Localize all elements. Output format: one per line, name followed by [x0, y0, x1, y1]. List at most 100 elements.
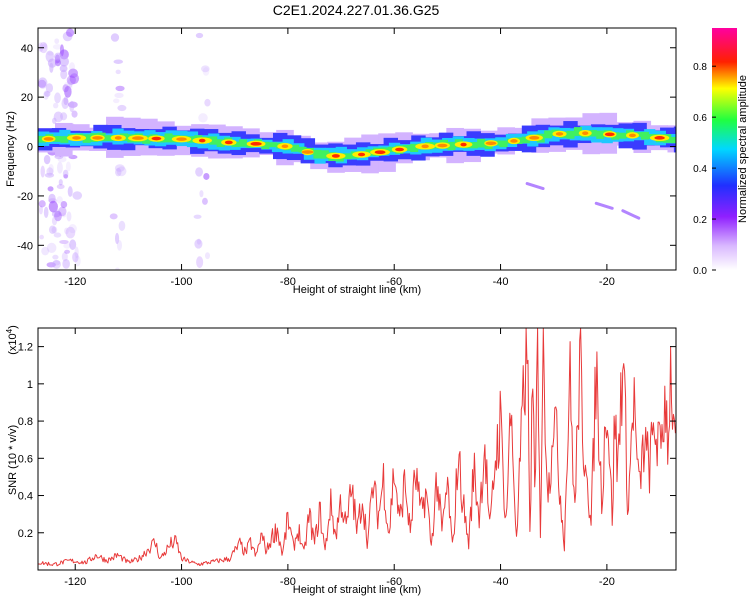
spectrogram-noise-blob	[110, 33, 120, 42]
spectrogram-noise-blob	[69, 100, 75, 113]
spectrogram-noise-blob	[66, 75, 76, 85]
spectrogram-noise-blob	[60, 69, 68, 80]
snr-y-tick-label: 0.2	[18, 528, 33, 540]
spectrogram-ridge-cell	[298, 146, 307, 153]
spectrogram-noise-blob	[47, 51, 55, 56]
spectrogram-noise-blob	[43, 154, 51, 165]
spectrogram-noise-blob	[54, 38, 60, 44]
spectrogram-noise-blob	[54, 92, 61, 104]
spectrogram-noise-blob	[52, 260, 61, 266]
spectrogram-noise-blob	[199, 190, 204, 198]
spectrogram-noise-blob	[64, 249, 71, 254]
spectrogram-noise-blob	[205, 252, 210, 260]
spectrogram-noise-layer	[38, 28, 211, 270]
spectrogram-noise-blob	[202, 197, 208, 205]
spectrogram-noise-blob	[69, 73, 80, 85]
spectrogram-noise-blob	[40, 165, 45, 178]
spectrogram-noise-blob	[48, 200, 58, 213]
spectrogram-noise-blob	[68, 68, 78, 78]
spectrogram-ridge-peak-core	[250, 142, 262, 146]
spectrogram-noise-blob	[59, 239, 69, 244]
snr-frame	[37, 327, 677, 571]
snr-series-line	[38, 328, 676, 567]
spectrogram-noise-blob	[193, 214, 202, 219]
spectrogram-ridge-cell	[640, 131, 649, 140]
colorbar-label: Normalized spectral amplitude	[737, 75, 749, 223]
spectrogram-noise-blob	[51, 226, 58, 234]
spectrogram-side-trace	[525, 182, 545, 191]
spectrogram-ridge-cell	[320, 150, 329, 159]
snr-scale-base: (x10	[7, 333, 19, 354]
spectrogram-noise-blob	[60, 112, 68, 121]
spectrogram-ridge-cell	[82, 134, 91, 143]
spectrogram-ridge-cell	[104, 135, 114, 142]
spectrogram-ridge-peak-core	[281, 144, 289, 149]
spectrogram-ridge-peak-core	[604, 132, 615, 137]
spectrogram-ridge-peak-core	[460, 142, 467, 147]
spectrogram-x-tick-label: -120	[64, 276, 86, 288]
spectrogram-ridge-cell	[261, 141, 270, 150]
spectrogram-noise-blob	[43, 90, 49, 100]
spectrogram-noise-blob	[54, 58, 61, 67]
spectrogram-noise-blob	[196, 238, 202, 245]
spectrogram-noise-blob	[53, 232, 62, 238]
spectrogram-ridge-peak-core	[43, 137, 54, 141]
spectrogram-noise-blob	[116, 166, 127, 177]
spectrogram-noise-blob	[52, 117, 57, 124]
spectrogram-noise-blob	[115, 85, 125, 92]
snr-x-tick-label: -80	[280, 576, 296, 588]
spectrogram-ridge-cell	[588, 130, 597, 137]
spectrogram-noise-blob	[194, 239, 203, 249]
spectrogram-ridge-cell	[238, 139, 248, 147]
spectrogram-noise-blob	[204, 98, 211, 107]
spectrogram-ridge-cell	[469, 142, 478, 149]
snr-x-label: Height of straight line (km)	[293, 584, 421, 596]
spectrogram-noise-blob	[72, 191, 83, 200]
spectrogram-ridge-cell	[618, 132, 627, 139]
spectrogram-x-label: Height of straight line (km)	[293, 284, 421, 296]
spectrogram-noise-blob	[64, 85, 72, 98]
spectrogram-noise-blob	[117, 104, 127, 112]
spectrogram-noise-blob	[53, 102, 59, 109]
spectrogram-noise-blob	[38, 205, 43, 215]
spectrogram-noise-blob	[202, 67, 210, 76]
spectrogram-y-ticks: -40 -20 0 20 40	[17, 43, 676, 252]
spectrogram-noise-blob	[64, 227, 69, 235]
spectrogram-ridge-cell	[544, 130, 553, 139]
snr-x-ticks: -120 -100 -80 -60 -40 -20	[64, 328, 615, 588]
spectrogram-side-trace	[621, 209, 641, 220]
spectrogram-noise-blob	[74, 246, 79, 259]
spectrogram-y-tick-label: -20	[17, 191, 33, 203]
spectrogram-noise-blob	[61, 212, 67, 218]
spectrogram-noise-blob	[48, 225, 57, 235]
spectrogram-noise-blob	[53, 52, 63, 61]
snr-x-tick-label: -40	[493, 576, 509, 588]
spectrogram-noise-blob	[53, 209, 60, 214]
spectrogram-noise-blob	[71, 110, 78, 118]
spectrogram-noise-blob	[61, 97, 69, 110]
spectrogram-noise-blob	[203, 172, 210, 180]
svg-text:(x104): (x104)	[5, 325, 19, 355]
snr-y-tick-label: 0.6	[18, 453, 33, 465]
snr-x-tick-label: -20	[599, 576, 615, 588]
spectrogram-noise-blob	[62, 259, 70, 269]
spectrogram-noise-blob	[46, 262, 56, 268]
spectrogram-ridge-cell	[52, 136, 61, 142]
spectrogram-ridge-cell	[291, 144, 300, 152]
spectrogram-noise-blob	[61, 252, 68, 262]
spectrogram-noise-blob	[39, 234, 44, 240]
spectrogram-ridge-peak-core	[301, 150, 314, 154]
spectrogram-ridge-cell	[410, 143, 419, 153]
spectrogram-noise-blob	[115, 232, 120, 245]
snr-y-label: SNR (10 * v/v)	[7, 425, 19, 495]
spectrogram-noise-blob	[49, 62, 54, 73]
spectrogram-noise-blob	[114, 164, 125, 172]
spectrogram-ridge-cell	[477, 138, 486, 148]
spectrogram-noise-blob	[53, 111, 63, 123]
spectrogram-ridge-cell	[365, 149, 374, 156]
colorbar-ticks: 0.0 0.2 0.4 0.6 0.8	[693, 62, 716, 277]
spectrogram-noise-blob	[63, 81, 73, 93]
snr-y-ticks: 0.2 0.4 0.6 0.8 1 1.2	[18, 342, 676, 540]
spectrogram-noise-blob	[57, 161, 63, 174]
